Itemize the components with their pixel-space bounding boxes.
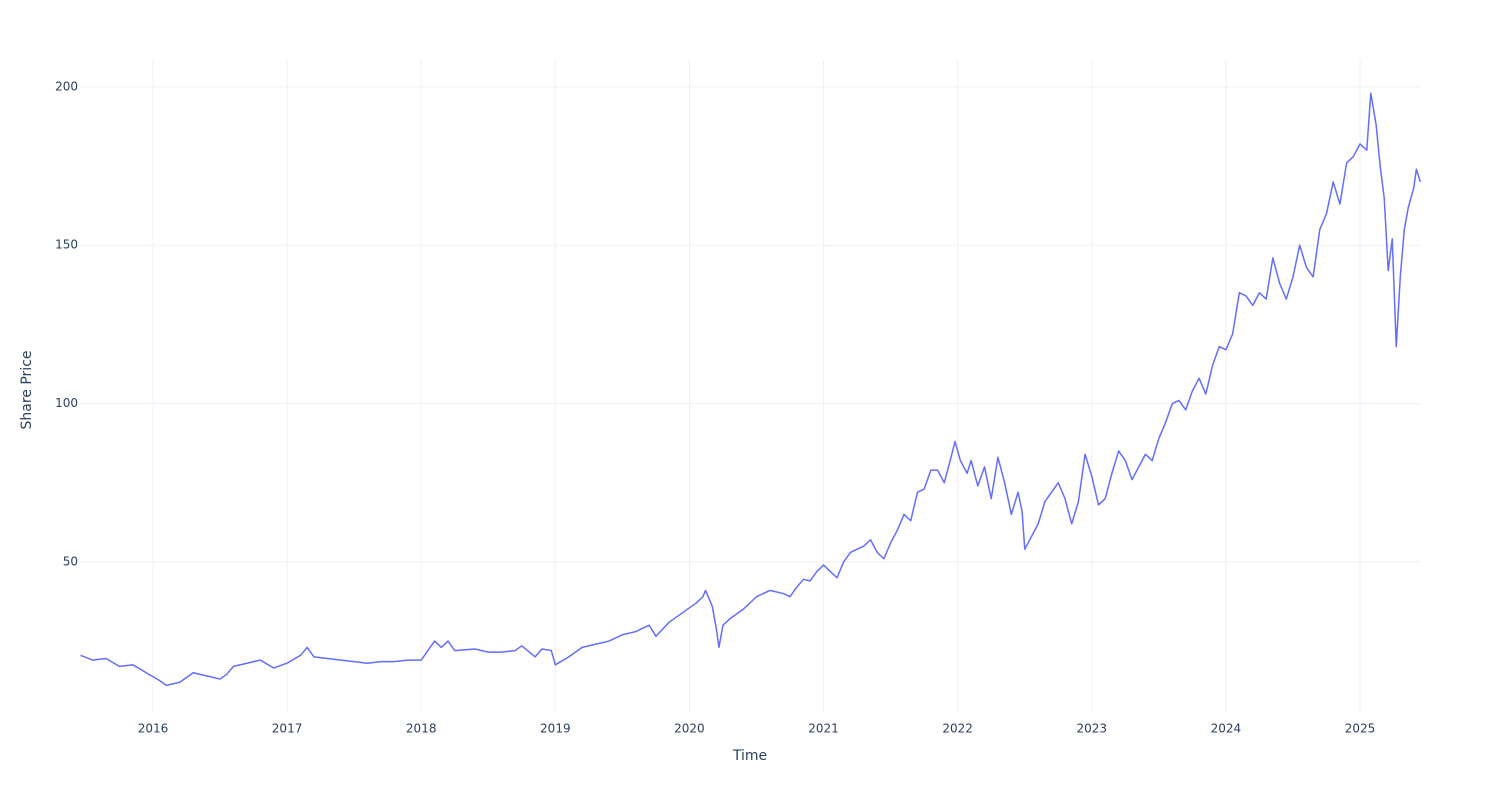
x-tick-label: 2018 [406,722,437,736]
y-tick-label: 200 [55,79,78,93]
y-tick-label: 50 [63,554,78,568]
x-tick-label: 2020 [674,722,705,736]
price-line [80,92,1422,687]
x-tick-label: 2019 [540,722,571,736]
x-tick-label: 2021 [808,722,839,736]
x-tick-label: 2016 [138,722,169,736]
x-tick-label: 2024 [1211,722,1242,736]
y-axis-title: Share Price [19,350,35,429]
x-axis-title: Time [732,748,767,764]
x-tick-label: 2023 [1077,722,1108,736]
x-tick-label: 2022 [942,722,973,736]
x-tick-label: 2025 [1345,722,1376,736]
y-tick-label: 150 [55,238,78,252]
y-tick-label: 100 [55,396,78,410]
x-tick-label: 2017 [272,722,303,736]
